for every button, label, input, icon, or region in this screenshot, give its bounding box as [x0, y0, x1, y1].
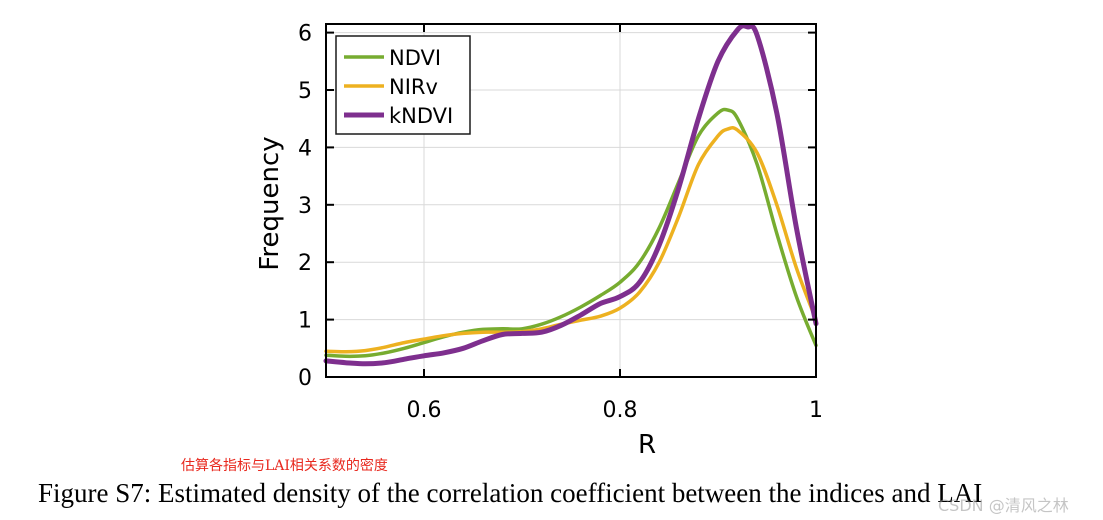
axis-ticks: 0 1 2 3 4 5 6 0.6 0.8 1 [298, 22, 823, 423]
series-line-kndvi [323, 23, 819, 367]
watermark: CSDN @清风之林 [938, 496, 1069, 515]
y-tick-label: 2 [298, 251, 312, 276]
series-lines [323, 23, 819, 367]
figure-caption: Figure S7: Estimated density of the corr… [38, 478, 983, 508]
x-tick-label: 1 [809, 398, 823, 423]
legend-label: NIRv [389, 75, 438, 99]
plot-frame [325, 23, 817, 378]
x-axis-title: R [638, 430, 656, 460]
y-tick-label: 3 [298, 194, 312, 219]
legend-label: kNDVI [389, 104, 453, 128]
y-tick-label: 6 [298, 22, 312, 47]
y-tick-label: 4 [298, 136, 312, 161]
y-tick-label: 0 [298, 366, 312, 391]
y-axis-title: Frequency [255, 136, 285, 270]
x-tick-label: 0.6 [407, 398, 442, 423]
series-line-nirv [324, 126, 818, 354]
series-line-ndvi [324, 107, 818, 359]
legend-label: NDVI [389, 46, 441, 70]
legend: NDVI NIRv kNDVI [335, 35, 471, 135]
chinese-annotation: 估算各指标与LAI相关系数的密度 [181, 458, 388, 474]
x-tick-label: 0.8 [603, 398, 638, 423]
y-tick-label: 5 [298, 79, 312, 104]
y-tick-label: 1 [298, 309, 312, 334]
